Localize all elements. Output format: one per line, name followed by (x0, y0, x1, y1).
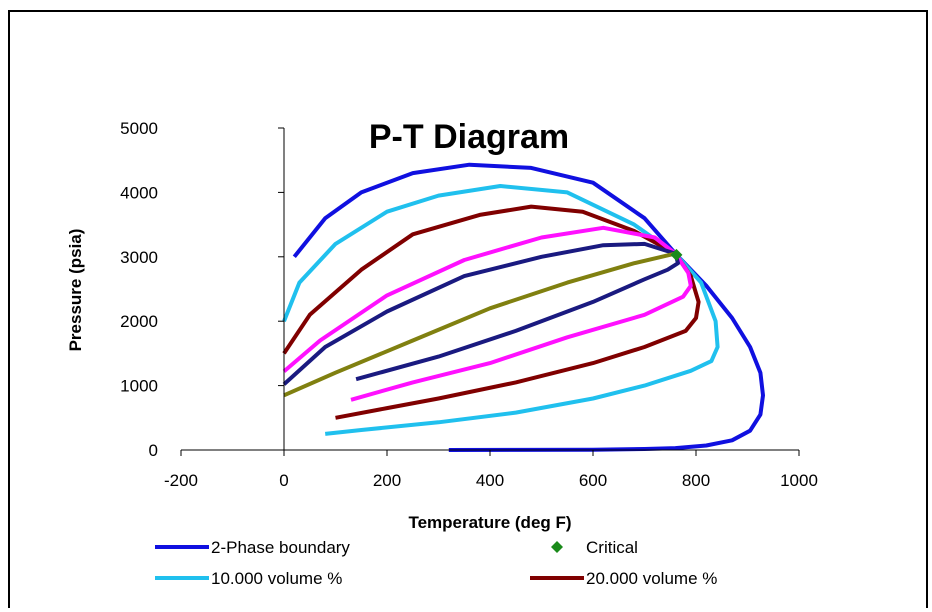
legend-label: Critical (586, 538, 638, 557)
x-axis-label: Temperature (deg F) (408, 513, 571, 532)
y-tick-label: 4000 (120, 183, 158, 202)
legend-diamond-swatch (551, 541, 563, 553)
x-tick-label: 1000 (780, 471, 818, 490)
x-tick-label: -200 (164, 471, 198, 490)
y-tick-label: 3000 (120, 248, 158, 267)
y-tick-label: 2000 (120, 312, 158, 331)
series-line-1 (292, 162, 765, 452)
chart-title: P-T Diagram (369, 118, 569, 156)
plot-lines (282, 162, 765, 452)
critical-point-marker (670, 248, 683, 261)
y-axis-label: Pressure (psia) (66, 229, 85, 352)
y-tick-label: 5000 (120, 119, 158, 138)
series-line-2 (282, 184, 720, 436)
x-tick-label: 800 (682, 471, 710, 490)
series-line-4 (282, 225, 693, 402)
x-tick-label: 600 (579, 471, 607, 490)
legend-label: 10.000 volume % (211, 569, 342, 588)
y-tick-label: 1000 (120, 377, 158, 396)
legend: 2-Phase boundary Critical 10.000 volume % 2… (155, 538, 717, 588)
legend-label: 20.000 volume % (586, 569, 717, 588)
axes: -200 0 200 400 600 800 1000 0 1000 2000 3000 4000 50… (120, 119, 818, 490)
chart-frame (8, 10, 928, 608)
x-tick-label: 400 (476, 471, 504, 490)
y-tick-label: 0 (149, 441, 158, 460)
x-tick-label: 0 (279, 471, 288, 490)
x-tick-label: 200 (373, 471, 401, 490)
series-line-6 (283, 251, 676, 398)
legend-label: 2-Phase boundary (211, 538, 350, 557)
